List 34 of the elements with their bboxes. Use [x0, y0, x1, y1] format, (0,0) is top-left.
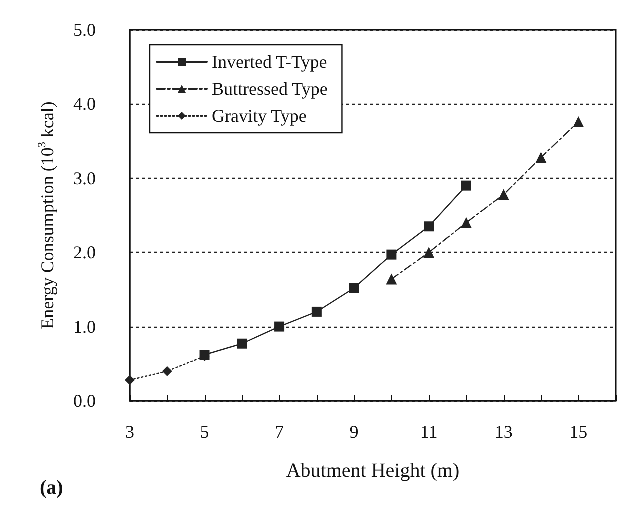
- point: [498, 189, 510, 200]
- x-axis-title: Abutment Height (m): [286, 460, 460, 482]
- point: [274, 322, 285, 332]
- legend-label: Buttressed Type: [212, 79, 328, 99]
- y-axis-title: Energy Consumption (103 kcal): [36, 102, 58, 330]
- point: [424, 222, 434, 232]
- y-tick-label: 0.0: [74, 391, 96, 411]
- x-tick-label: 9: [350, 422, 359, 442]
- y-tick-label: 1.0: [74, 316, 96, 337]
- x-tick-label: 11: [420, 422, 438, 442]
- legend-label: Gravity Type: [212, 106, 307, 126]
- y-tick-label: 4.0: [74, 94, 96, 114]
- y-tick-label: 2.0: [74, 242, 96, 263]
- x-tick-label: 3: [126, 422, 134, 442]
- text: (a): [40, 477, 64, 499]
- y-tick-label: 5.0: [74, 20, 96, 40]
- point: [349, 283, 360, 294]
- point: [237, 338, 248, 349]
- point: [424, 247, 435, 258]
- point: [536, 152, 547, 164]
- point: [312, 306, 322, 317]
- legend-label: Inverted T-Type: [212, 52, 328, 72]
- x-tick-label: 7: [275, 422, 284, 442]
- point: [125, 375, 135, 386]
- point: [386, 274, 398, 285]
- point: [162, 366, 172, 376]
- point: [386, 250, 397, 260]
- point: [461, 180, 472, 191]
- point: [460, 217, 472, 228]
- point: [573, 116, 584, 128]
- x-tick-label: 13: [494, 422, 513, 442]
- x-tick-label: 5: [200, 422, 210, 442]
- y-tick-label: 3.0: [74, 168, 96, 188]
- x-tick-label: 15: [570, 422, 588, 442]
